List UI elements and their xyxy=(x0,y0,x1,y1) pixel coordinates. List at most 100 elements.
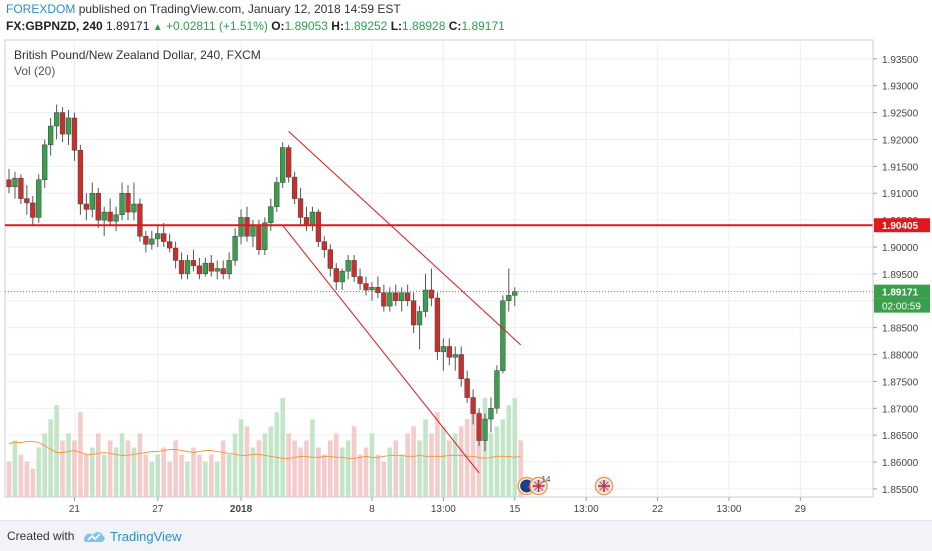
countdown-box xyxy=(874,298,930,313)
volume-bar xyxy=(423,419,428,497)
low-value: 1.88928 xyxy=(402,19,446,33)
volume-bar xyxy=(452,433,458,497)
candle-body xyxy=(59,112,66,135)
price-axis[interactable] xyxy=(873,40,932,497)
volume-bar xyxy=(232,433,238,497)
volume-bar xyxy=(310,419,315,497)
volume-bar xyxy=(506,405,512,497)
y-tick-label: 1.90000 xyxy=(882,243,919,254)
candle-body xyxy=(113,214,119,222)
volume-bar xyxy=(476,412,482,497)
price-labels: 1.90405 1.89171 02:00:59 xyxy=(874,218,930,313)
x-tick-label: 22 xyxy=(652,504,664,515)
volume-bar xyxy=(6,461,12,497)
resistance-price-label-box xyxy=(874,218,930,233)
volume-bar xyxy=(24,461,30,497)
volume-bar xyxy=(60,440,65,497)
candle-body xyxy=(220,268,226,275)
gb-flag-diag xyxy=(599,481,609,491)
candle-body xyxy=(434,297,441,353)
channel-line-upper xyxy=(288,131,522,346)
volume-bar xyxy=(149,461,155,497)
volume-bar xyxy=(191,447,196,497)
volume-bar xyxy=(179,454,184,497)
candle-body xyxy=(410,300,417,326)
candle-body xyxy=(405,292,411,302)
volume-bar xyxy=(137,433,143,497)
candle-body xyxy=(327,249,333,269)
y-tick-label: 1.86500 xyxy=(882,431,919,442)
y-tick-label: 1.87000 xyxy=(882,404,919,415)
y-tick-label: 1.89500 xyxy=(882,270,919,281)
candle-body xyxy=(280,147,286,183)
candle-body xyxy=(190,260,197,267)
candle-body xyxy=(71,117,78,151)
candle-body xyxy=(256,225,262,250)
volume-bar xyxy=(72,440,77,497)
volume-bar xyxy=(113,447,119,497)
volume-bar xyxy=(262,433,268,497)
candle-body xyxy=(48,125,54,146)
open-label: O: xyxy=(271,19,285,33)
volume-bar xyxy=(470,405,476,497)
volume-bar xyxy=(488,433,494,497)
candle-body xyxy=(399,292,405,302)
chart-title: British Pound/New Zealand Dollar, 240, F… xyxy=(14,48,261,62)
candle-body xyxy=(506,295,512,302)
published-text: published on TradingView.com, January 12… xyxy=(78,2,401,16)
volume-bar xyxy=(375,454,381,497)
candle-body xyxy=(452,354,458,358)
volume-bar xyxy=(333,433,339,497)
publisher-name[interactable]: FOREXDOM xyxy=(6,2,76,16)
candle-body xyxy=(89,192,95,210)
candle-body xyxy=(440,346,447,353)
event-flag-icon[interactable]: 14 xyxy=(529,475,551,496)
candle-body xyxy=(208,262,214,272)
economic-events[interactable]: 14 xyxy=(517,475,614,496)
candle-body xyxy=(244,217,250,237)
volume-bar xyxy=(173,440,178,497)
candle-body xyxy=(238,217,244,237)
volume-bar xyxy=(48,419,53,497)
y-tick-label: 1.88500 xyxy=(882,324,919,335)
volume-bar xyxy=(494,426,500,497)
volume-bars xyxy=(6,398,523,497)
candle-body xyxy=(83,203,89,210)
candle-body xyxy=(119,192,125,215)
volume-bar xyxy=(512,398,518,497)
volume-bar xyxy=(203,461,208,497)
volume-bar xyxy=(405,433,410,497)
candle-body xyxy=(95,192,101,221)
footer: Created with TradingView xyxy=(0,520,932,551)
candle-body xyxy=(357,276,363,284)
price-chart[interactable]: British Pound/New Zealand Dollar, 240, F… xyxy=(0,38,932,518)
tradingview-brand[interactable]: TradingView xyxy=(110,529,182,544)
volume-bar xyxy=(429,433,434,497)
candle-body xyxy=(512,291,518,296)
volume-bar xyxy=(161,447,166,497)
candle-body xyxy=(291,176,298,199)
close-label: C: xyxy=(448,19,462,33)
candle-body xyxy=(42,144,48,181)
candle-body xyxy=(494,370,500,409)
volume-bar xyxy=(107,440,113,497)
volume-bar xyxy=(500,419,506,497)
candle-body xyxy=(315,211,322,242)
volume-bar xyxy=(244,426,250,497)
candle-body xyxy=(196,265,203,275)
volume-bar xyxy=(197,454,202,497)
candle-body xyxy=(488,408,494,420)
volume-bar xyxy=(119,433,125,497)
volume-bar xyxy=(66,433,71,497)
candle-body xyxy=(36,179,42,218)
candle-body xyxy=(321,241,328,250)
candle-body xyxy=(262,222,268,250)
volume-bar xyxy=(84,454,89,497)
open-value: 1.89053 xyxy=(284,19,328,33)
volume-bar xyxy=(458,426,464,497)
candle-body xyxy=(416,311,423,326)
candle-body xyxy=(446,346,452,358)
volume-bar xyxy=(339,447,345,497)
event-flag-icon[interactable] xyxy=(594,476,614,496)
volume-bar xyxy=(351,426,357,497)
